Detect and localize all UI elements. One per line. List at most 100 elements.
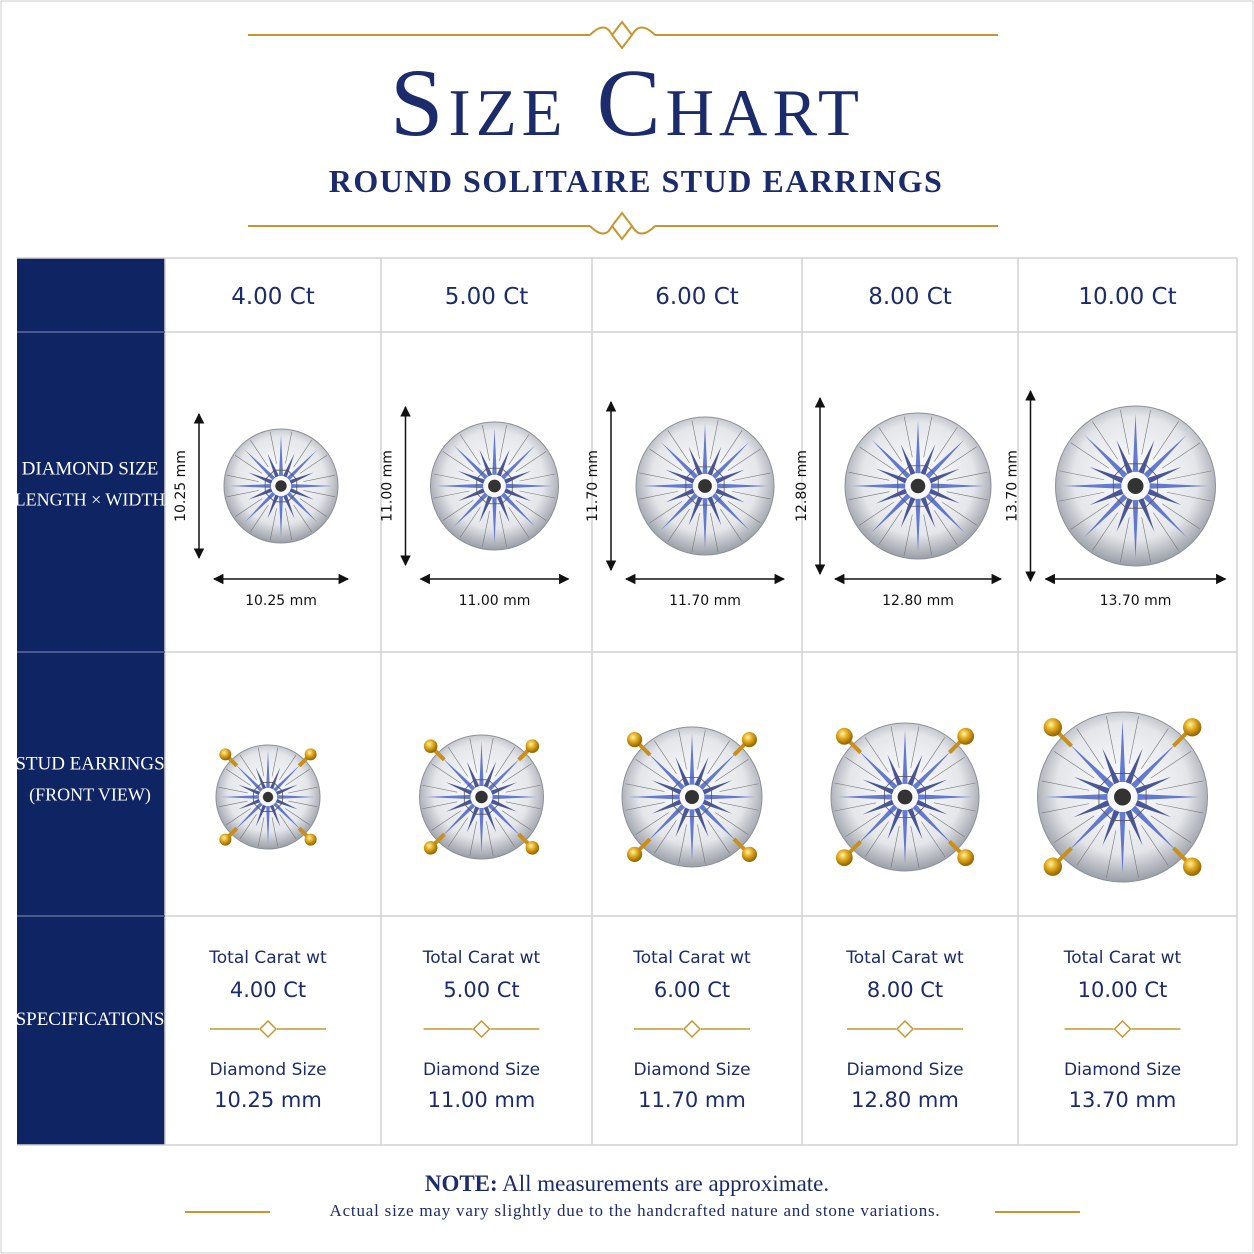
facet-edge: [447, 746, 468, 777]
spec-value: 12.80 mm: [851, 1088, 959, 1112]
facet-edge: [293, 439, 312, 468]
facet-edge: [720, 430, 743, 464]
prong-ball: [741, 732, 758, 748]
facet: [1125, 748, 1143, 785]
facet: [702, 780, 733, 795]
facet: [651, 780, 682, 795]
prong-ball: [219, 748, 232, 761]
facet: [717, 483, 768, 489]
facet: [487, 757, 521, 791]
facet: [244, 491, 276, 523]
facet-edge: [727, 448, 761, 471]
facet-edge: [515, 451, 547, 473]
diamond: [1055, 405, 1216, 567]
facet: [661, 442, 699, 480]
facet: [915, 498, 921, 552]
facet: [887, 808, 903, 840]
facet: [266, 750, 270, 788]
prong-ball: [1043, 857, 1063, 876]
note-detail: Actual size may vary slightly due to the…: [330, 1201, 941, 1220]
facet: [916, 779, 948, 795]
height-label: 13.70 mm: [1005, 450, 1021, 522]
height-label: 12.80 mm: [794, 450, 810, 522]
facet-edge: [1150, 815, 1192, 844]
row-header-band: [17, 258, 165, 1145]
spec-value: 8.00 Ct: [867, 978, 943, 1002]
facet-edge: [691, 513, 700, 552]
facet-edge: [495, 817, 516, 848]
note-label: NOTE:: [425, 1171, 498, 1196]
facet: [445, 782, 473, 795]
facet-edge: [834, 782, 877, 792]
facet-edge: [505, 784, 541, 793]
width-label: 11.00 mm: [459, 593, 531, 609]
facet: [647, 752, 685, 790]
diamond: [830, 722, 980, 872]
facet: [1135, 776, 1172, 795]
facet-edge: [218, 800, 248, 808]
prong-ball: [741, 846, 758, 863]
facet: [1132, 500, 1139, 558]
facet: [266, 806, 270, 844]
culet: [897, 789, 913, 805]
facet-edge: [1120, 409, 1130, 455]
facet: [1138, 440, 1155, 475]
facet: [291, 483, 333, 489]
facet-edge: [1155, 780, 1204, 791]
facet-edge: [864, 821, 889, 857]
facet: [496, 449, 510, 477]
facet: [902, 810, 908, 864]
facet-edge: [697, 824, 706, 864]
diamond: [430, 421, 559, 551]
facet: [1119, 812, 1126, 874]
facet-edge: [431, 810, 462, 831]
facet-edge: [1141, 517, 1151, 563]
facet-edge: [1070, 442, 1110, 469]
facet: [1138, 497, 1155, 532]
facet: [1089, 488, 1124, 505]
facet: [1143, 435, 1187, 478]
facet: [629, 794, 680, 800]
facet: [1116, 497, 1133, 532]
facet-edge: [1166, 491, 1212, 502]
prong-ball: [304, 748, 317, 761]
facet-edge: [719, 802, 759, 811]
facet: [1147, 467, 1182, 484]
facet-edge: [942, 446, 978, 471]
facet: [928, 488, 960, 504]
facet-edge: [459, 434, 481, 465]
facet-edge: [257, 817, 265, 847]
spec-label: Total Carat wt: [208, 948, 327, 968]
row-label: STUD EARRINGS: [15, 754, 164, 775]
facet: [665, 469, 695, 484]
facet-edge: [1141, 728, 1169, 769]
diamond: [1037, 711, 1208, 883]
facet: [916, 799, 948, 815]
facet-edge: [519, 473, 556, 482]
carat-header: 8.00 Ct: [868, 284, 952, 310]
facet-edge: [639, 491, 678, 500]
facet-edge: [285, 431, 293, 464]
facet-edge: [1076, 825, 1104, 866]
facet-edge: [303, 490, 336, 498]
spec-label: Total Carat wt: [632, 948, 751, 968]
height-label: 10.25 mm: [173, 450, 189, 522]
carat-header: 5.00 Ct: [445, 284, 529, 310]
facet: [915, 420, 921, 474]
facet-edge: [848, 471, 890, 481]
facet: [857, 749, 898, 790]
facet-edge: [486, 821, 494, 857]
facet: [1137, 794, 1199, 800]
spec-label: Total Carat wt: [845, 948, 964, 968]
prong-ball: [219, 833, 232, 846]
facet-edge: [933, 426, 958, 462]
facet-edge: [519, 490, 556, 499]
facet: [920, 496, 936, 528]
facet-edge: [225, 768, 251, 786]
facet: [500, 445, 536, 480]
table-facet: [264, 469, 298, 503]
facet-edge: [719, 783, 759, 792]
facet: [505, 483, 553, 489]
facet: [277, 795, 315, 799]
facet: [1084, 494, 1128, 537]
